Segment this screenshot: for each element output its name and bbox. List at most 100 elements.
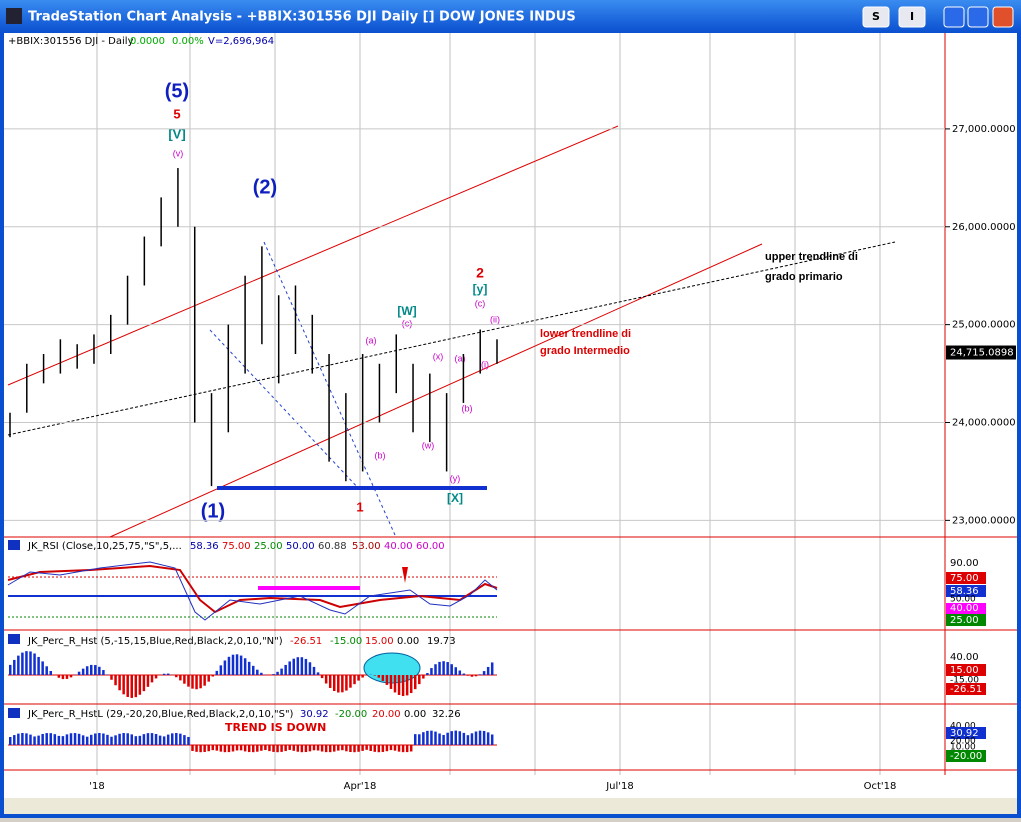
panel-icon: [8, 634, 20, 644]
hist-bar: [438, 733, 441, 745]
hist-bar: [483, 731, 486, 745]
hist-bar: [90, 735, 93, 745]
hist-bar: [151, 675, 154, 682]
s-button-label[interactable]: S: [872, 10, 880, 23]
hist-bar: [110, 737, 113, 745]
hist-bar: [418, 734, 421, 745]
note: lower trendline di: [540, 328, 631, 340]
hist-bar: [333, 675, 336, 691]
wave-label: (5): [165, 80, 189, 102]
hist-bar: [349, 745, 352, 752]
hist-bar: [430, 731, 433, 745]
hist-bar: [272, 745, 275, 752]
hist-bar: [248, 662, 251, 675]
hist-bar: [297, 745, 300, 752]
close[interactable]: [993, 7, 1013, 27]
hist-bar: [163, 674, 166, 675]
symbol: +BBIX:301556 DJI - Daily: [8, 36, 134, 47]
hist-bar: [414, 734, 417, 745]
panel-icon: [8, 540, 20, 550]
hist-bar: [463, 733, 466, 745]
axis-label: 90.00: [950, 558, 979, 569]
hist-bar: [118, 675, 121, 690]
axis-label: 15.00: [950, 665, 979, 676]
hist-bar: [228, 745, 231, 752]
hist-bar: [41, 661, 44, 675]
hist-bar: [82, 735, 85, 745]
hist-bar: [361, 745, 364, 751]
hist-bar: [361, 675, 364, 678]
hist-bar: [284, 745, 287, 751]
hist-bar: [163, 736, 166, 745]
hist-bar: [426, 731, 429, 745]
hist-bar: [479, 731, 482, 745]
hist-bar: [378, 675, 381, 678]
perc-header: JK_Perc_R_Hst (5,-15,15,Blue,Red,Black,2…: [27, 636, 283, 647]
hist-bar: [337, 675, 340, 693]
rsi-value: 60.00: [416, 541, 445, 552]
hist-bar: [467, 675, 470, 676]
hist-bar: [378, 745, 381, 752]
hist-bar: [475, 675, 478, 676]
trend-note: TREND IS DOWN: [225, 721, 326, 734]
hist-bar: [390, 675, 393, 689]
hist-bar: [329, 675, 332, 688]
i-button-label[interactable]: I: [910, 10, 914, 23]
date-label: '18: [89, 781, 104, 792]
hist-bar: [244, 658, 247, 675]
hist-bar: [467, 735, 470, 745]
hist-bar: [159, 736, 162, 745]
hist-bar: [82, 669, 85, 675]
hist-bar: [54, 734, 57, 745]
hist-bar: [418, 675, 421, 684]
hist-bar: [459, 671, 462, 675]
change: 0.0000: [130, 36, 165, 47]
hist-bar: [446, 733, 449, 745]
hist-bar: [94, 665, 97, 675]
hist-bar: [207, 745, 210, 751]
hist-bar: [410, 745, 413, 751]
hist-bar: [135, 736, 138, 745]
percl-value: 0.00: [404, 709, 426, 720]
hist-bar: [143, 734, 146, 745]
hist-bar: [426, 673, 429, 675]
hist-bar: [135, 675, 138, 697]
hist-bar: [390, 745, 393, 750]
hist-bar: [33, 736, 36, 745]
hist-bar: [406, 675, 409, 695]
hist-bar: [438, 662, 441, 675]
note: upper trendline di: [765, 251, 858, 263]
hist-bar: [13, 660, 16, 675]
hist-bar: [268, 745, 271, 751]
hist-bar: [422, 732, 425, 745]
hist-bar: [21, 653, 24, 675]
hist-bar: [147, 675, 150, 687]
hist-bar: [216, 671, 219, 675]
rsi-values: 58.36 75.00 25.00 50.00 60.88 53.00 40.0…: [190, 541, 445, 552]
panel-icon: [8, 708, 20, 718]
date-label: Oct'18: [864, 781, 897, 792]
hist-bar: [78, 734, 81, 745]
hist-bar: [357, 675, 360, 681]
maximize[interactable]: [968, 7, 988, 27]
hist-bar: [398, 745, 401, 752]
hist-bar: [414, 675, 417, 689]
hist-bar: [386, 675, 389, 685]
hist-bar: [195, 745, 198, 752]
status-bar: [4, 798, 1017, 814]
hist-bar: [179, 675, 182, 680]
hist-bar: [402, 675, 405, 696]
percl-value: 30.92: [300, 709, 329, 720]
hist-bar: [252, 745, 255, 752]
hist-bar: [45, 733, 48, 745]
wave-label: (c): [475, 298, 486, 308]
hist-bar: [106, 735, 109, 745]
hist-bar: [337, 745, 340, 751]
minimize[interactable]: [944, 7, 964, 27]
wave-label: (i): [481, 359, 489, 369]
hist-bar: [333, 745, 336, 752]
hist-bar: [487, 732, 490, 745]
hist-bar: [13, 735, 16, 745]
hist-bar: [98, 733, 101, 745]
wave-label: (ii): [490, 314, 500, 324]
